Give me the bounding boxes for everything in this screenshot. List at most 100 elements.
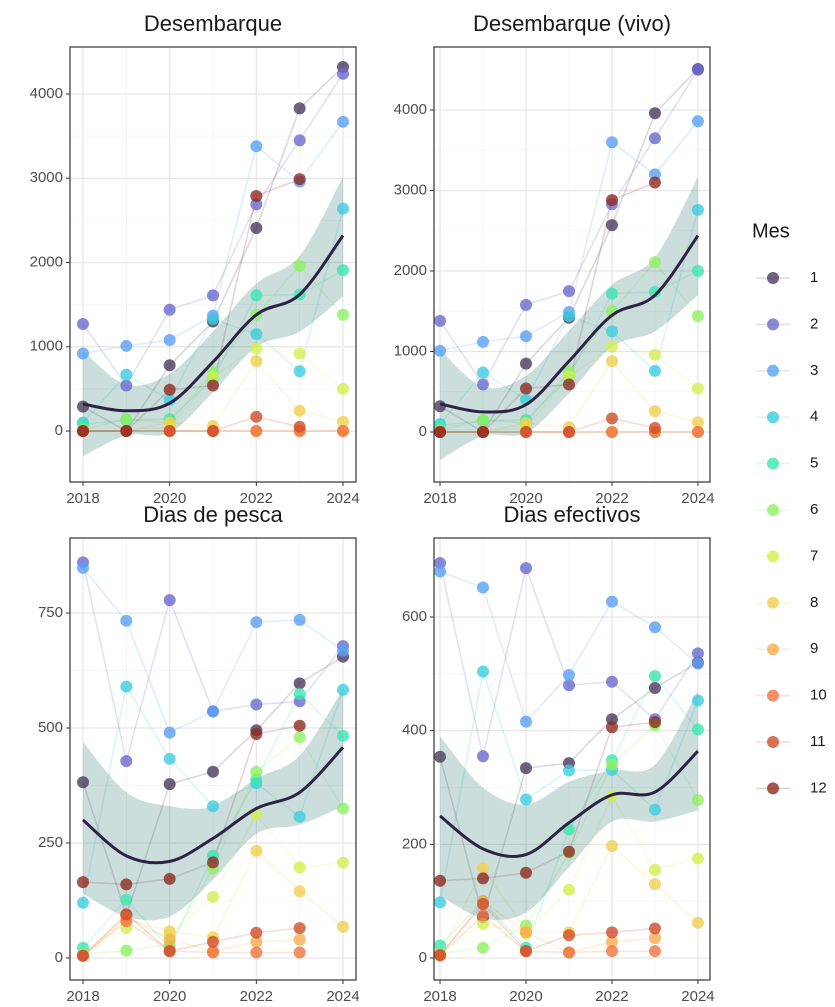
point — [77, 896, 89, 909]
x-tick-label: 2020 — [509, 988, 542, 1005]
point — [605, 945, 618, 958]
point — [207, 379, 219, 392]
point — [434, 565, 447, 578]
legend-label: 9 — [810, 640, 818, 657]
y-tick-label: 3000 — [30, 169, 63, 186]
point — [477, 917, 490, 930]
point — [207, 890, 219, 903]
point — [520, 793, 532, 806]
legend-key — [767, 272, 779, 284]
series-line — [439, 902, 656, 956]
point — [207, 856, 219, 869]
y-tick-label: 1000 — [394, 342, 427, 359]
point — [250, 926, 263, 939]
point — [77, 776, 89, 789]
series-line — [82, 913, 300, 957]
point — [605, 412, 618, 425]
point — [293, 365, 306, 378]
legend-key — [767, 457, 779, 470]
panel-border — [433, 537, 711, 981]
x-tick-label: 2024 — [681, 988, 714, 1005]
point — [648, 803, 661, 816]
point — [562, 845, 575, 858]
point — [434, 750, 447, 763]
point — [293, 259, 306, 272]
point — [562, 378, 575, 391]
trend-line — [82, 746, 345, 865]
point — [293, 885, 306, 898]
legend-title: Mes — [752, 220, 790, 242]
y-tick-label: 2000 — [30, 253, 63, 270]
panel-border — [69, 537, 357, 981]
point — [250, 765, 263, 778]
point — [77, 949, 89, 962]
panel-border — [433, 46, 711, 483]
point — [520, 926, 532, 939]
point — [605, 355, 618, 368]
point — [163, 752, 176, 765]
point — [434, 949, 447, 962]
point — [337, 425, 349, 438]
point — [520, 426, 532, 439]
point — [520, 762, 532, 775]
point — [691, 382, 704, 395]
point — [477, 941, 490, 954]
point — [434, 344, 447, 357]
point — [250, 328, 263, 341]
point — [648, 878, 661, 891]
point — [293, 420, 306, 433]
point — [648, 716, 661, 729]
point — [605, 287, 618, 300]
point — [250, 616, 263, 629]
point — [477, 335, 490, 348]
point — [293, 922, 306, 935]
legend-label: 11 — [810, 733, 826, 750]
point — [648, 348, 661, 361]
point — [77, 400, 89, 413]
legend-label: 8 — [810, 594, 818, 611]
y-tick-label: 500 — [38, 719, 63, 736]
legend-label: 5 — [810, 455, 818, 472]
point — [207, 946, 219, 959]
legend-key — [767, 550, 779, 563]
point — [691, 723, 704, 736]
point — [562, 929, 575, 942]
point — [477, 898, 490, 911]
y-tick-label: 750 — [38, 604, 63, 621]
panel — [434, 47, 710, 482]
point — [250, 140, 263, 153]
point — [691, 916, 704, 929]
point — [163, 726, 176, 739]
point — [434, 314, 447, 327]
point — [648, 107, 661, 120]
series-line — [83, 415, 300, 432]
legend-label: 1 — [810, 269, 818, 286]
point — [691, 694, 704, 707]
point — [337, 415, 349, 428]
point — [477, 378, 490, 391]
point — [163, 359, 176, 372]
confidence-band — [83, 176, 343, 457]
point — [520, 357, 532, 370]
point — [250, 946, 263, 959]
point — [562, 310, 575, 323]
point — [163, 778, 176, 791]
point — [293, 173, 306, 186]
point — [293, 613, 306, 626]
point — [691, 310, 704, 323]
point — [163, 872, 176, 885]
point — [120, 379, 133, 392]
point — [207, 935, 219, 948]
point — [691, 794, 704, 807]
point — [337, 920, 349, 933]
point — [163, 933, 176, 946]
point — [250, 410, 263, 423]
point — [250, 198, 263, 211]
point — [77, 318, 89, 331]
point — [520, 715, 532, 728]
y-tick-label: 0 — [55, 949, 63, 966]
x-tick-label: 2022 — [240, 490, 273, 507]
point — [648, 932, 661, 945]
y-tick-label: 200 — [402, 835, 427, 852]
